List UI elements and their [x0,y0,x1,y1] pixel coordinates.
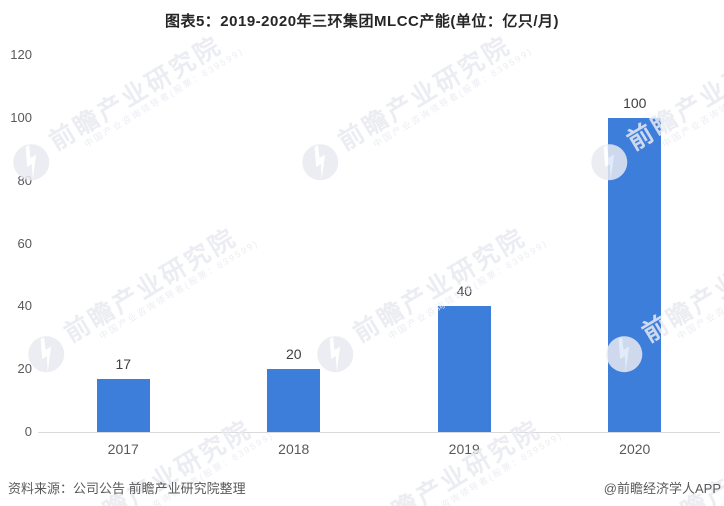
bar-value-label: 40 [456,283,473,300]
y-tick-label: 80 [17,172,32,188]
y-tick-label: 100 [10,109,32,125]
source-note: 资料来源：公司公告 前瞻产业研究院整理 [8,481,246,496]
y-tick-label: 0 [24,424,32,439]
credit-note: @前瞻经济学人APP [603,481,721,496]
x-tick-label: 2018 [278,441,310,457]
qianzhan-logo-icon [302,144,339,181]
chart-title: 图表5：2019-2020年三环集团MLCC产能(单位：亿只/月) [164,13,560,30]
watermark-brand: 前瞻产业研究院 [333,30,516,156]
bar-value-label: 100 [623,94,647,111]
watermark-tagline: 中国产业咨询领导者(股票：839599) [97,237,261,341]
watermark-brand: 前瞻产业研究院 [44,30,227,156]
bar-2019 [437,306,491,432]
x-tick-label: 2020 [619,441,651,457]
watermark-tagline: 中国产业咨询领导者(股票：839599) [675,237,724,341]
x-axis-line [38,432,720,433]
watermark: 前瞻产业研究院 中国产业咨询领导者(股票：839599) [292,19,538,193]
bar-value-label: 20 [285,346,302,363]
y-tick-label: 20 [17,361,32,377]
x-tick-label: 2017 [107,441,139,457]
y-tick-label: 60 [17,235,32,251]
bar-2018 [267,369,321,432]
watermark-tagline: 中国产业咨询领导者(股票：839599) [82,45,246,149]
bar-2020 [608,117,662,432]
watermark-tagline: 中国产业咨询领导者(股票：839599) [371,45,535,149]
y-tick-label: 40 [17,298,32,314]
x-tick-label: 2019 [448,441,480,457]
watermark: 前瞻产业研究院 中国产业咨询领导者(股票：839599) [3,19,249,193]
bar-2017 [96,378,150,432]
y-tick-label: 120 [10,47,32,62]
watermark-brand: 前瞻产业研究院 [59,222,242,348]
bar-value-label: 17 [115,355,132,372]
